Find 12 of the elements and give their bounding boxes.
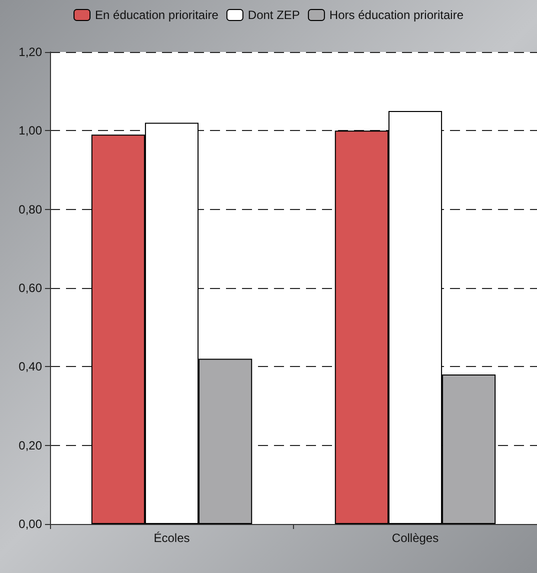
legend-label: Dont ZEP <box>248 8 300 22</box>
y-tick-label: 1,00 <box>18 124 42 138</box>
legend-label: Hors éducation prioritaire <box>329 8 464 22</box>
x-tick-label: Collèges <box>392 531 439 545</box>
legend-label: En éducation prioritaire <box>95 8 219 22</box>
y-tick-label: 0,20 <box>18 438 42 452</box>
y-tick-label: 0,00 <box>18 517 42 531</box>
y-tick-label: 0,80 <box>18 202 42 216</box>
y-tick-label: 0,60 <box>18 281 42 295</box>
y-tick-label: 1,20 <box>18 45 42 59</box>
x-tick-label: Écoles <box>154 531 190 545</box>
y-tick-label: 0,40 <box>18 360 42 374</box>
